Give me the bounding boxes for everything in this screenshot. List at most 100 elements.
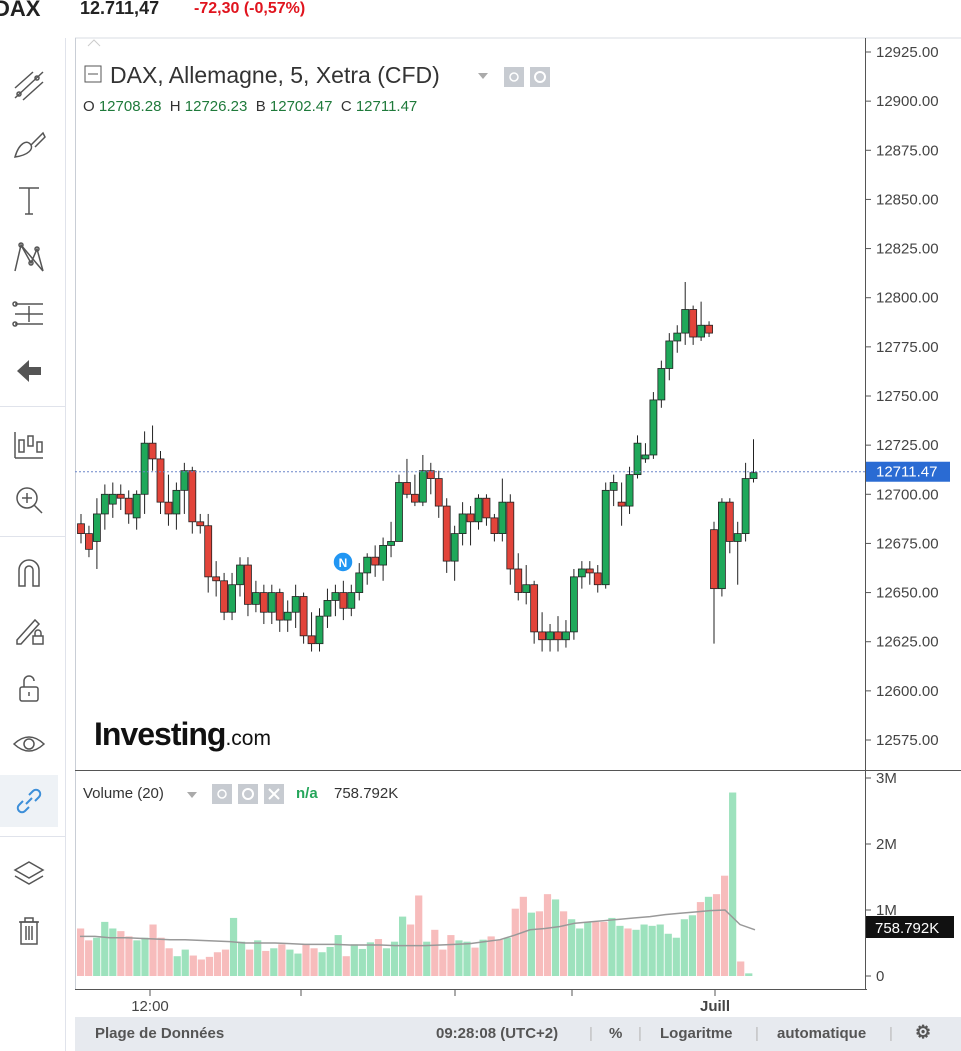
- volume-bar: [149, 924, 157, 976]
- candle-body: [498, 501, 507, 534]
- clock-timezone[interactable]: 09:28:08 (UTC+2): [436, 1025, 559, 1042]
- price-axis-label: 12925.00: [876, 44, 939, 61]
- candle-body: [228, 584, 236, 613]
- eye-icon[interactable]: [0, 718, 58, 770]
- zoom-in-icon[interactable]: [0, 474, 58, 526]
- price-axis-label: 12575.00: [876, 732, 939, 749]
- text-tool-icon[interactable]: [0, 174, 58, 226]
- volume-bar: [254, 940, 262, 976]
- trash-icon[interactable]: [0, 904, 58, 956]
- volume-bar: [294, 953, 302, 976]
- volume-bar: [600, 921, 608, 976]
- title-dropdown-icon[interactable]: [478, 73, 488, 79]
- volume-bar: [632, 929, 640, 976]
- volume-bar: [503, 937, 511, 976]
- volume-bar: [543, 894, 552, 976]
- gear-icon[interactable]: ⚙: [915, 1022, 932, 1042]
- volume-bar: [737, 961, 745, 976]
- auto-toggle[interactable]: automatique: [777, 1025, 867, 1042]
- layers-icon[interactable]: [0, 848, 58, 900]
- logo-main: Investing: [94, 716, 226, 752]
- volume-axis-label: 0: [876, 968, 884, 985]
- scroll-up-icon[interactable]: [87, 39, 101, 47]
- volume-bar: [616, 925, 624, 976]
- volume-bar: [487, 936, 495, 976]
- volume-bar: [125, 936, 133, 976]
- volume-visibility-icon[interactable]: [212, 784, 232, 804]
- volume-bar: [712, 894, 721, 976]
- candle-body: [442, 505, 451, 562]
- current-price-label: 12711.47: [876, 464, 937, 481]
- volume-bar: [471, 947, 479, 976]
- magnet-icon[interactable]: [0, 546, 58, 598]
- time-axis-label: 12:00: [131, 998, 169, 1015]
- volume-title-text: Volume (20): [83, 785, 164, 802]
- visibility-toggle-icon[interactable]: [504, 67, 524, 87]
- log-toggle[interactable]: Logaritme: [660, 1025, 733, 1042]
- low-label: B: [255, 98, 266, 115]
- volume-bar: [189, 955, 197, 976]
- candle-body: [609, 482, 618, 491]
- volume-bar: [366, 942, 374, 976]
- volume-bar: [423, 941, 431, 976]
- ticker-symbol: DAX: [0, 0, 41, 21]
- volume-axis-label: 1M: [876, 902, 897, 919]
- volume-bar: [390, 941, 399, 976]
- candle-body: [426, 470, 435, 479]
- close-value: 12711.47: [355, 98, 418, 115]
- unlock-icon[interactable]: [0, 661, 58, 713]
- volume-bar: [511, 908, 519, 976]
- volume-bar: [551, 899, 560, 976]
- volume-bar: [729, 792, 737, 976]
- candle-body: [733, 533, 742, 542]
- arrow-back-icon[interactable]: [0, 345, 58, 397]
- trend-line-tool-icon[interactable]: [0, 60, 58, 112]
- candle-body: [697, 324, 705, 338]
- volume-bar: [213, 952, 222, 976]
- candle-body: [585, 568, 594, 574]
- volume-bar: [229, 917, 238, 976]
- candle-body: [538, 631, 546, 641]
- lock-pencil-icon[interactable]: [0, 604, 58, 656]
- volume-dropdown-icon[interactable]: [187, 792, 197, 798]
- status-divider: |: [638, 1025, 642, 1042]
- settings-icon[interactable]: [530, 67, 550, 87]
- link-icon[interactable]: [0, 775, 58, 827]
- indicators-icon[interactable]: [0, 418, 58, 470]
- date-range-button[interactable]: Plage de Données: [95, 1025, 225, 1042]
- measure-tool-icon[interactable]: [0, 288, 58, 340]
- toolbar-divider-line: [65, 38, 66, 1051]
- volume-bar: [568, 919, 576, 976]
- volume-bar: [302, 944, 310, 976]
- volume-current-tag: 758.792K: [866, 916, 954, 938]
- news-marker[interactable]: N: [332, 551, 354, 573]
- volume-bar: [415, 895, 423, 976]
- volume-bar: [382, 948, 391, 976]
- ticker-bar: DAX 12.711,47 -72,30 (-0,57%): [0, 0, 961, 38]
- close-label: C: [340, 98, 352, 115]
- volume-bar: [181, 949, 189, 976]
- brush-tool-icon[interactable]: [0, 117, 58, 169]
- volume-bar: [704, 896, 713, 976]
- volume-settings-icon[interactable]: [238, 784, 258, 804]
- volume-close-icon[interactable]: [264, 784, 284, 804]
- price-axis-label: 12875.00: [876, 142, 939, 159]
- ticker-price: 12.711,47: [80, 0, 160, 18]
- collapse-toggle[interactable]: [84, 65, 102, 83]
- candle-body: [410, 493, 419, 503]
- volume-bar: [407, 924, 415, 976]
- candle-body: [299, 596, 308, 637]
- candle-body: [132, 493, 141, 519]
- volume-bar: [576, 928, 584, 976]
- candle-body: [617, 501, 626, 507]
- volume-axis-label: 2M: [876, 836, 897, 853]
- price-axis-label: 12775.00: [876, 339, 939, 356]
- volume-bar: [664, 933, 672, 976]
- percent-toggle[interactable]: %: [609, 1025, 623, 1042]
- pattern-tool-icon[interactable]: [0, 231, 58, 283]
- volume-bar: [535, 911, 544, 976]
- candle-body: [204, 525, 213, 578]
- volume-bar: [439, 949, 447, 976]
- candle-body: [275, 592, 284, 621]
